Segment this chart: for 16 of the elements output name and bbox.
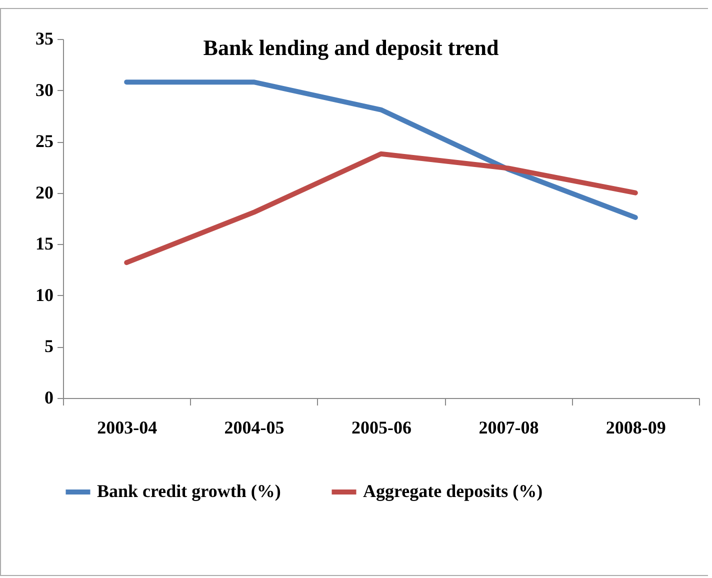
x-tick-label: 2003-04: [97, 418, 158, 438]
y-tick-label: 25: [36, 131, 54, 152]
y-tick-label: 20: [36, 182, 54, 202]
x-tick-label: 2007-08: [478, 418, 539, 438]
chart-title: Bank lending and deposit trend: [203, 35, 499, 60]
y-tick-label: 15: [36, 234, 54, 254]
y-tick-label: 10: [36, 284, 54, 305]
x-tick-label: 2005-06: [352, 418, 412, 438]
x-tick-label: 2004-05: [224, 418, 284, 438]
legend-label: Aggregate deposits (%): [363, 481, 543, 501]
y-tick-label: 35: [36, 28, 54, 48]
legend-label: Bank credit growth (%): [97, 481, 281, 501]
y-tick-label: 30: [36, 80, 54, 100]
x-tick-label: 2008-09: [606, 418, 666, 438]
y-tick-label: 0: [44, 388, 54, 408]
y-tick-label: 5: [44, 336, 54, 356]
